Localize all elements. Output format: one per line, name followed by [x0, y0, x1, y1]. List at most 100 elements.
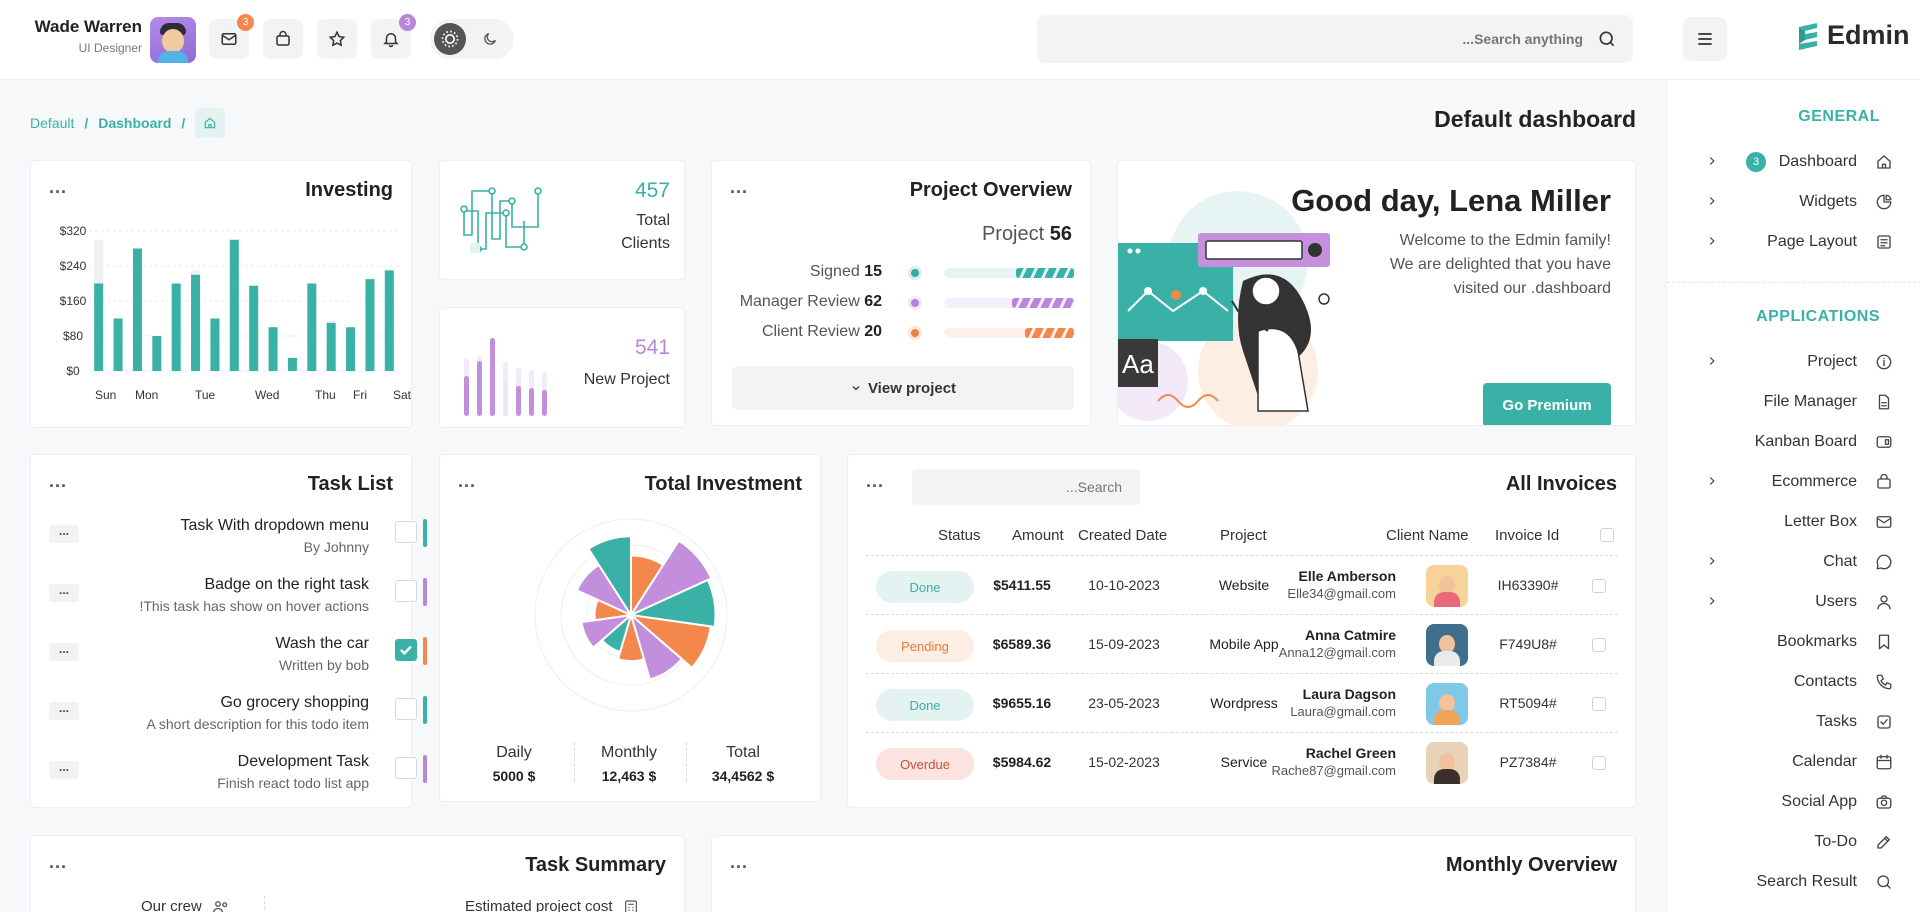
sidebar-item-bookmarks[interactable]: Bookmarks [1667, 624, 1920, 660]
view-project-button[interactable]: View project [732, 366, 1074, 410]
avatar[interactable] [150, 17, 196, 63]
polar-slice [628, 539, 713, 618]
more-options-button[interactable]: ... [49, 471, 68, 491]
greeting-title: Good day, Lena Miller [1291, 183, 1611, 218]
user-info[interactable]: Wade Warren UI Designer [32, 17, 142, 55]
new-project-card: 541 New Project [439, 307, 685, 428]
row-label: Signed [809, 263, 860, 280]
task-checkbox[interactable] [395, 698, 417, 720]
client-avatar [1426, 683, 1468, 725]
row-checkbox[interactable] [1592, 756, 1606, 770]
sidebar-item-to-do[interactable]: To-Do [1667, 824, 1920, 860]
task-checkbox[interactable] [395, 757, 417, 779]
sidebar-item-ecommerce[interactable]: Ecommerce [1667, 464, 1920, 500]
sidebar-item-label: Social App [1781, 793, 1857, 810]
breadcrumb-home[interactable] [195, 108, 226, 138]
task-subtitle: Written by bob [278, 657, 369, 673]
total-clients-value: 457 [634, 179, 670, 202]
breadcrumb-default[interactable]: Default [30, 115, 75, 131]
task-more-button[interactable]: ... [49, 643, 79, 661]
client-name[interactable]: Elle Amberson [1298, 568, 1396, 584]
go-premium-button[interactable]: Go Premium [1483, 383, 1611, 425]
more-options-button[interactable]: ... [730, 852, 749, 872]
sidebar-item-letter-box[interactable]: Letter Box [1667, 504, 1920, 540]
more-options-button[interactable]: ... [458, 471, 477, 491]
invoice-id: PZ7384# [1499, 754, 1557, 770]
header-created-date[interactable]: Created Date [1078, 527, 1168, 544]
more-options-button[interactable]: ... [866, 471, 885, 491]
header-client-name[interactable]: Client Name [1386, 527, 1469, 544]
more-options-button[interactable]: ... [730, 177, 749, 197]
header-status[interactable]: Status [938, 527, 981, 544]
chevron-right-icon [1709, 157, 1715, 165]
invoice-search[interactable] [912, 469, 1140, 505]
sidebar-item-search-result[interactable]: Search Result [1667, 864, 1920, 900]
client-name[interactable]: Anna Catmire [1304, 627, 1396, 643]
bag-icon [276, 30, 290, 46]
sidebar-item-page-layout[interactable]: Page Layout [1667, 224, 1920, 260]
header-amount[interactable]: Amount [1012, 527, 1064, 544]
new-project-label: New Project [583, 371, 670, 388]
invoice-project: Website [1218, 577, 1270, 593]
project-overview-row: Client Review 20 [712, 321, 1082, 345]
sidebar-item-tasks[interactable]: Tasks [1667, 704, 1920, 740]
menu-toggle-button[interactable] [1683, 17, 1727, 61]
sidebar-item-users[interactable]: Users [1667, 584, 1920, 620]
sidebar-item-kanban-board[interactable]: Kanban Board [1667, 424, 1920, 460]
task-checkbox[interactable] [395, 580, 417, 602]
sidebar-item-contacts[interactable]: Contacts [1667, 664, 1920, 700]
sidebar-item-social-app[interactable]: Social App [1667, 784, 1920, 820]
notification-button[interactable]: 3 [371, 14, 416, 59]
header-invoice-id[interactable]: Invoice Id [1495, 527, 1560, 544]
sidebar-item-widgets[interactable]: Widgets [1667, 184, 1920, 220]
task-checkbox[interactable] [395, 521, 417, 543]
sidebar-item-chat[interactable]: Chat [1667, 544, 1920, 580]
row-checkbox[interactable] [1592, 579, 1606, 593]
client-email: Elle34@gmail.com [1287, 586, 1396, 601]
file-icon [1878, 394, 1890, 410]
task-checkbox[interactable] [395, 639, 417, 661]
more-options-button[interactable]: ... [49, 852, 68, 872]
bar [94, 283, 104, 371]
sidebar-item-file-manager[interactable]: File Manager [1667, 384, 1920, 420]
client-name[interactable]: Rachel Green [1305, 745, 1396, 761]
bar [287, 357, 297, 371]
sidebar-item-label: Widgets [1799, 193, 1857, 210]
row-checkbox[interactable] [1592, 638, 1606, 652]
sidebar-item-project[interactable]: Project [1667, 344, 1920, 380]
card-title: Task Summary [525, 854, 666, 876]
estimated-cost-label: Estimated project cost [465, 898, 613, 912]
star-icon [328, 30, 346, 47]
task-item: ... Go grocery shopping A short descriptio… [31, 694, 443, 744]
greeting-card: Aa Good day, Lena Miller Welcome to the … [1117, 160, 1636, 426]
logo[interactable]: Edmin [1795, 20, 1910, 51]
greeting-text: Welcome to the Edmin family! We are deli… [1389, 232, 1611, 297]
header-project[interactable]: Project [1220, 527, 1267, 544]
invoice-date: 10-10-2023 [1088, 577, 1160, 593]
row-checkbox[interactable] [1592, 697, 1606, 711]
select-all-checkbox[interactable] [1600, 528, 1614, 542]
notification-badge: 3 [399, 14, 416, 31]
breadcrumb-dashboard[interactable]: Dashboard [98, 115, 172, 131]
total-investment-chart [534, 518, 728, 712]
search-input[interactable] [1053, 15, 1583, 63]
sidebar-item-dashboard[interactable]: 3 Dashboard [1667, 144, 1920, 180]
task-more-button[interactable]: ... [49, 761, 79, 779]
theme-toggle[interactable] [430, 19, 514, 59]
cart-button[interactable] [263, 19, 303, 59]
our-crew-label: Our crew [141, 898, 202, 912]
task-more-button[interactable]: ... [49, 702, 79, 720]
task-more-button[interactable]: ... [49, 525, 79, 543]
sidebar-item-calendar[interactable]: Calendar [1667, 744, 1920, 780]
mini-bar [542, 390, 547, 416]
sidebar-item-label: Letter Box [1784, 513, 1857, 530]
global-search[interactable] [1037, 15, 1633, 63]
total-clients-label-1: Total [636, 212, 670, 229]
invoice-id: IH63390# [1497, 577, 1559, 593]
mail-button[interactable]: 3 [209, 14, 254, 59]
client-name[interactable]: Laura Dagson [1302, 686, 1396, 702]
row-value: 15 [864, 263, 882, 280]
bookmark-button[interactable] [317, 19, 357, 59]
task-more-button[interactable]: ... [49, 584, 79, 602]
invoice-search-input[interactable] [912, 469, 1122, 505]
